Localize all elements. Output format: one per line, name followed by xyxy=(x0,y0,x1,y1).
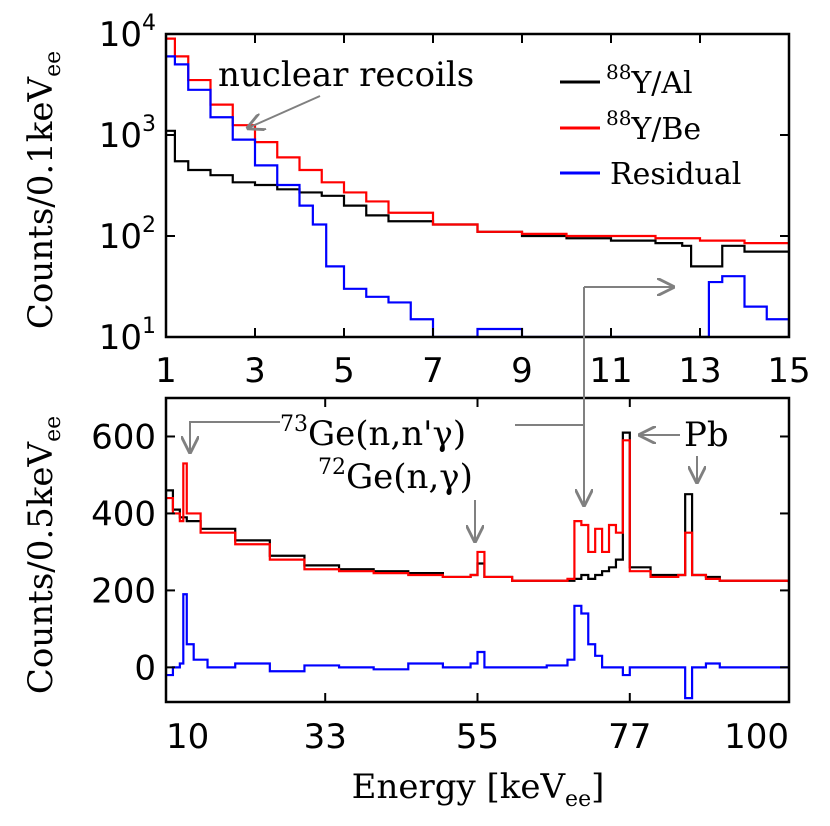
bottom-panel: 0 200 400 600 10 33 55 77 100 Counts/0.5keVee E… xyxy=(21,287,791,812)
top-x-tick-label: 1 xyxy=(155,351,177,391)
top-y-ticks: 101 102 103 104 xyxy=(99,11,789,358)
top-plot-frame xyxy=(164,32,791,339)
legend-label-y-be: 88Y/Be xyxy=(606,106,701,147)
top-y-tick-label: 103 xyxy=(99,112,156,156)
top-y-tick-label: 102 xyxy=(99,213,156,257)
bottom-series-group xyxy=(167,431,789,700)
bottom-y-axis-label: Counts/0.5keVee xyxy=(21,416,66,694)
bottom-y-tick-label: 400 xyxy=(91,494,156,534)
arrow-nuclear-recoils xyxy=(248,95,321,128)
top-x-ticks: 1 3 5 7 9 11 13 15 xyxy=(155,34,811,391)
annotation-ge73: 73Ge(n,n'γ) xyxy=(280,412,466,454)
arrow-ge73-right xyxy=(515,424,584,505)
annotation-nuclear-recoils: nuclear recoils xyxy=(218,55,474,95)
top-x-tick-label: 11 xyxy=(589,351,632,391)
legend: 88Y/Al 88Y/Be Residual xyxy=(560,60,741,192)
bottom-x-tick-label: 10 xyxy=(166,717,209,757)
bottom-series-88y-be xyxy=(167,439,789,583)
top-series-88y-al xyxy=(167,129,789,268)
arrow-ge73-left xyxy=(190,421,280,452)
bottom-x-tick-label: 55 xyxy=(456,717,499,757)
top-series-residual xyxy=(167,55,789,337)
top-x-tick-label: 15 xyxy=(767,351,810,391)
bottom-x-tick-label: 100 xyxy=(724,717,789,757)
bottom-x-ticks: 10 33 55 77 100 xyxy=(165,398,790,757)
annotation-ge72: 72Ge(n,γ) xyxy=(318,455,473,497)
top-x-tick-label: 3 xyxy=(244,351,266,391)
bottom-y-tick-label: 200 xyxy=(91,571,156,611)
top-x-tick-label: 13 xyxy=(678,351,721,391)
legend-label-residual: Residual xyxy=(610,157,741,192)
bottom-x-tick-label: 33 xyxy=(304,717,347,757)
top-series-88y-be xyxy=(167,37,789,249)
top-y-tick-label: 101 xyxy=(99,314,156,358)
annotation-pb: Pb xyxy=(684,415,729,455)
bottom-x-tick-label: 77 xyxy=(608,717,651,757)
top-x-tick-label: 9 xyxy=(511,351,533,391)
top-y-tick-label: 104 xyxy=(99,11,156,55)
bottom-series-residual xyxy=(167,593,789,700)
bottom-y-tick-label: 0 xyxy=(134,648,156,688)
top-x-tick-label: 5 xyxy=(333,351,355,391)
top-series-group xyxy=(167,37,789,337)
top-y-axis-label: Counts/0.1keVee xyxy=(21,51,66,329)
bottom-x-axis-label: Energy [keVee] xyxy=(352,767,605,812)
bottom-y-ticks: 0 200 400 600 xyxy=(91,417,789,688)
bottom-y-tick-label: 600 xyxy=(91,417,156,457)
legend-label-y-al: 88Y/Al xyxy=(606,60,693,101)
top-x-tick-label: 7 xyxy=(422,351,444,391)
